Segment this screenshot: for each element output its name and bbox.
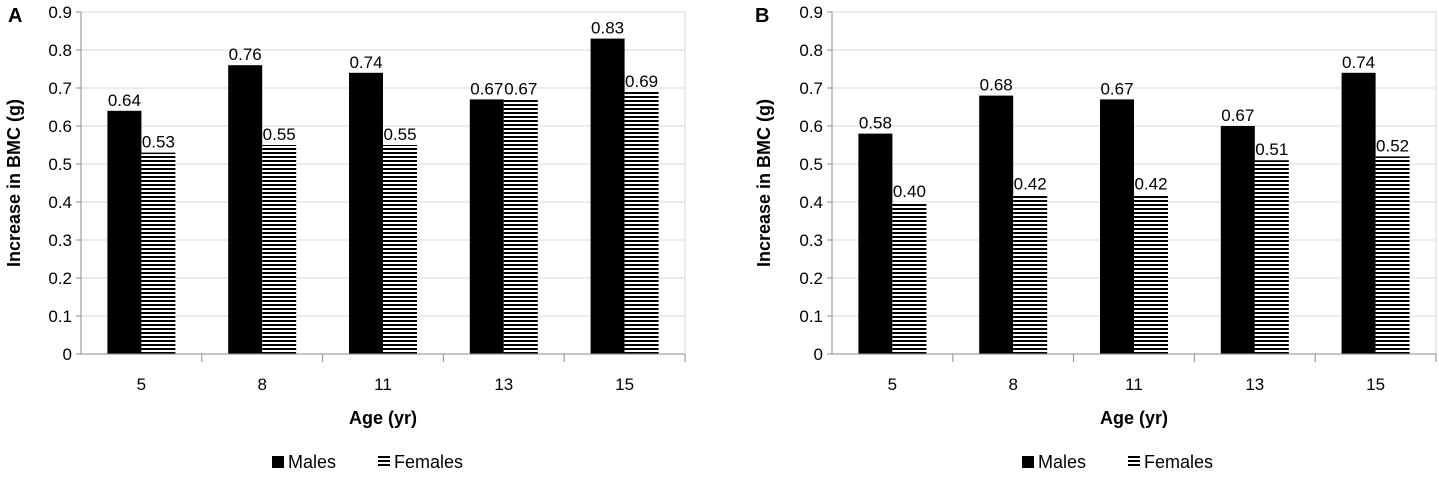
panel-a-data-label-females: 0.55 xyxy=(263,125,296,144)
panel-a-data-label-females: 0.67 xyxy=(504,79,537,98)
panel-b-bar-males xyxy=(979,95,1014,354)
panel-a-legend-swatch-females xyxy=(378,456,390,468)
panel-a-x-tick-label: 5 xyxy=(137,375,146,394)
panel-b-data-label-females: 0.51 xyxy=(1255,140,1288,159)
panel-a-x-tick-label: 13 xyxy=(494,375,513,394)
panel-a-y-tick-label: 0.9 xyxy=(48,3,72,22)
panel-a-bar-females xyxy=(141,152,176,354)
panel-b-y-tick-label: 0 xyxy=(814,345,823,364)
panel-b-y-tick-label: 0.3 xyxy=(799,231,823,250)
panel-b-bar-females xyxy=(892,202,927,354)
panel-a-data-label-males: 0.83 xyxy=(591,19,624,38)
panel-a-y-tick-label: 0 xyxy=(63,345,72,364)
panel-a-y-tick-label: 0.6 xyxy=(48,117,72,136)
panel-a-x-tick-label: 11 xyxy=(374,375,392,394)
panel-a-bar-males xyxy=(228,65,263,354)
panel-b-y-tick-label: 0.4 xyxy=(799,193,823,212)
panel-b-x-tick-label: 11 xyxy=(1125,375,1143,394)
panel-b-data-label-females: 0.42 xyxy=(1014,174,1047,193)
panel-b-legend-swatch-females xyxy=(1128,456,1140,468)
panel-b-bar-males xyxy=(1341,72,1376,355)
panel-b-bar-females xyxy=(1254,160,1289,354)
panel-a-y-tick-label: 0.3 xyxy=(48,231,72,250)
panel-b-panel-label: B xyxy=(755,5,769,27)
panel-b-data-label-males: 0.74 xyxy=(1342,53,1375,72)
panel-a-bar-females xyxy=(624,91,659,355)
panel-a-data-label-females: 0.55 xyxy=(383,125,416,144)
panel-a-data-label-females: 0.53 xyxy=(142,133,175,152)
panel-a-bar-males xyxy=(107,110,142,354)
panel-b-y-tick-label: 0.2 xyxy=(799,269,823,288)
panel-b-y-axis-title: Increase in BMC (g) xyxy=(754,99,774,267)
panel-a-y-tick-label: 0.8 xyxy=(48,41,72,60)
panel-a-legend-swatch-males xyxy=(272,456,284,468)
panel-b-legend-label-females: Females xyxy=(1144,452,1213,472)
panel-a-panel-label: A xyxy=(8,5,22,27)
panel-b-data-label-females: 0.40 xyxy=(893,182,926,201)
panel-a-legend-label-males: Males xyxy=(288,452,336,472)
panel-b-bar-males xyxy=(1220,126,1255,354)
panel-b-data-label-males: 0.68 xyxy=(980,76,1013,95)
panel-b-y-tick-label: 0.1 xyxy=(799,307,823,326)
panel-b-data-label-males: 0.58 xyxy=(859,114,892,133)
panel-b-legend-swatch-males xyxy=(1022,456,1034,468)
panel-b-data-label-females: 0.42 xyxy=(1134,174,1167,193)
panel-a-x-tick-label: 8 xyxy=(257,375,266,394)
panel-a-bar-males xyxy=(469,99,504,355)
panel-a-data-label-males: 0.74 xyxy=(349,53,382,72)
panel-b-x-tick-label: 8 xyxy=(1008,375,1017,394)
panel-a-legend-label-females: Females xyxy=(394,452,463,472)
panel-b-x-tick-label: 5 xyxy=(888,375,897,394)
panel-b-x-tick-label: 15 xyxy=(1366,375,1385,394)
panel-b-data-label-males: 0.67 xyxy=(1100,79,1133,98)
panel-a-y-tick-label: 0.1 xyxy=(48,307,72,326)
panel-b-bar-females xyxy=(1013,194,1048,354)
panel-a-bar-females xyxy=(262,145,297,354)
panel-b-x-axis-title: Age (yr) xyxy=(1100,408,1168,428)
panel-a-y-tick-label: 0.4 xyxy=(48,193,72,212)
panel-b-y-tick-label: 0.7 xyxy=(799,79,823,98)
panel-b-y-tick-label: 0.9 xyxy=(799,3,823,22)
panel-b-bar-females xyxy=(1134,194,1168,354)
panel-b-y-tick-label: 0.5 xyxy=(799,155,823,174)
panel-b-data-label-females: 0.52 xyxy=(1376,136,1409,155)
panel-a-bar-males xyxy=(590,38,625,354)
panel-a-y-tick-label: 0.7 xyxy=(48,79,72,98)
panel-a-y-tick-label: 0.2 xyxy=(48,269,72,288)
panel-a-x-axis-title: Age (yr) xyxy=(349,408,417,428)
panel-b-bar-females xyxy=(1375,156,1410,354)
panel-a-y-tick-label: 0.5 xyxy=(48,155,72,174)
panel-b-legend-label-males: Males xyxy=(1038,452,1086,472)
panel-a-data-label-males: 0.67 xyxy=(470,79,503,98)
panel-b-y-tick-label: 0.6 xyxy=(799,117,823,136)
panel-a-data-label-females: 0.69 xyxy=(625,72,658,91)
panel-a-x-tick-label: 15 xyxy=(615,375,634,394)
panel-a-bar-females xyxy=(503,99,538,355)
panel-b-data-label-males: 0.67 xyxy=(1221,106,1254,125)
panel-a-bar-females xyxy=(383,145,417,354)
panel-a-data-label-males: 0.76 xyxy=(229,45,262,64)
panel-a-y-axis-title: Increase in BMC (g) xyxy=(4,99,24,267)
panel-b-x-tick-label: 13 xyxy=(1245,375,1264,394)
panel-b-bar-males xyxy=(1100,99,1134,355)
panel-a-data-label-males: 0.64 xyxy=(108,91,141,110)
panel-a-bar-males xyxy=(349,72,383,355)
panel-b-y-tick-label: 0.8 xyxy=(799,41,823,60)
panel-b-bar-males xyxy=(858,133,893,354)
